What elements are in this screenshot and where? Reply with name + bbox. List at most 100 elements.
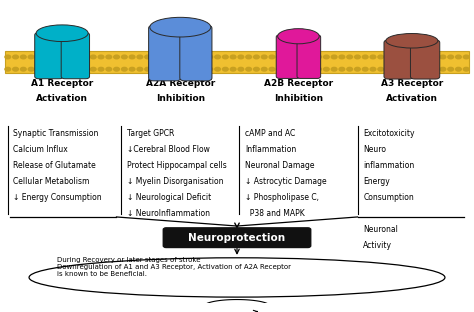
Text: Inflammation: Inflammation: [245, 145, 296, 154]
Circle shape: [355, 67, 360, 71]
Circle shape: [106, 67, 112, 71]
Circle shape: [191, 55, 197, 59]
Circle shape: [98, 55, 104, 59]
Circle shape: [331, 55, 337, 59]
Text: During Recovery or later stages of stroke
Downregulation of A1 and A3 Receptor, : During Recovery or later stages of strok…: [57, 257, 292, 277]
Circle shape: [153, 55, 158, 59]
Circle shape: [199, 67, 205, 71]
Circle shape: [137, 67, 143, 71]
Circle shape: [370, 67, 376, 71]
Circle shape: [246, 67, 252, 71]
Circle shape: [448, 67, 454, 71]
Polygon shape: [404, 41, 420, 63]
Text: ↓ Astrocytic Damage: ↓ Astrocytic Damage: [245, 177, 327, 186]
Text: Neuronal Damage: Neuronal Damage: [245, 161, 315, 170]
Circle shape: [183, 55, 189, 59]
Circle shape: [75, 67, 81, 71]
Circle shape: [59, 55, 65, 59]
Circle shape: [246, 55, 252, 59]
Text: Release of Glutamate: Release of Glutamate: [13, 161, 96, 170]
Circle shape: [378, 55, 383, 59]
Circle shape: [222, 55, 228, 59]
Circle shape: [386, 55, 392, 59]
Ellipse shape: [278, 29, 319, 44]
Circle shape: [254, 67, 259, 71]
FancyBboxPatch shape: [276, 35, 300, 78]
Circle shape: [168, 67, 174, 71]
Circle shape: [316, 67, 321, 71]
Text: Activation: Activation: [36, 95, 88, 104]
Circle shape: [425, 67, 430, 71]
Circle shape: [362, 67, 368, 71]
Circle shape: [160, 67, 166, 71]
Text: Activity: Activity: [363, 241, 392, 251]
FancyBboxPatch shape: [180, 25, 212, 81]
Circle shape: [238, 67, 244, 71]
Circle shape: [238, 55, 244, 59]
Circle shape: [261, 55, 267, 59]
Circle shape: [393, 67, 399, 71]
Circle shape: [28, 67, 34, 71]
Circle shape: [176, 67, 182, 71]
Circle shape: [417, 55, 422, 59]
Circle shape: [13, 67, 18, 71]
Circle shape: [456, 67, 461, 71]
Text: Protect Hippocampal cells: Protect Hippocampal cells: [127, 161, 227, 170]
Text: Neuroprotection: Neuroprotection: [189, 233, 285, 243]
Circle shape: [82, 67, 88, 71]
Circle shape: [129, 67, 135, 71]
Circle shape: [5, 55, 10, 59]
Circle shape: [448, 55, 454, 59]
Circle shape: [339, 55, 345, 59]
Circle shape: [292, 67, 298, 71]
Circle shape: [409, 67, 415, 71]
Circle shape: [75, 55, 81, 59]
Circle shape: [347, 67, 353, 71]
Circle shape: [168, 55, 174, 59]
Circle shape: [13, 55, 18, 59]
Polygon shape: [168, 27, 192, 59]
Circle shape: [207, 55, 213, 59]
Circle shape: [5, 67, 10, 71]
Circle shape: [347, 55, 353, 59]
Text: inflammation: inflammation: [363, 161, 414, 170]
Ellipse shape: [150, 17, 211, 37]
Text: P38 and MAPK: P38 and MAPK: [245, 209, 305, 218]
Text: cAMP and AC: cAMP and AC: [245, 129, 295, 138]
Text: ↓ NeuroInflammation: ↓ NeuroInflammation: [127, 209, 210, 218]
Circle shape: [401, 55, 407, 59]
Circle shape: [417, 67, 422, 71]
Circle shape: [308, 55, 314, 59]
Circle shape: [183, 67, 189, 71]
Text: Excitotoxicity: Excitotoxicity: [363, 129, 415, 138]
FancyBboxPatch shape: [384, 40, 413, 79]
Circle shape: [362, 55, 368, 59]
FancyBboxPatch shape: [163, 228, 311, 247]
Circle shape: [215, 55, 220, 59]
Circle shape: [316, 55, 321, 59]
Circle shape: [456, 55, 461, 59]
Circle shape: [91, 67, 96, 71]
Circle shape: [300, 67, 306, 71]
Circle shape: [440, 55, 446, 59]
Circle shape: [378, 67, 383, 71]
Circle shape: [432, 55, 438, 59]
Circle shape: [440, 67, 446, 71]
Circle shape: [254, 55, 259, 59]
Text: A2A Receptor: A2A Receptor: [146, 79, 215, 88]
Circle shape: [121, 55, 127, 59]
Circle shape: [145, 55, 150, 59]
Circle shape: [393, 55, 399, 59]
Circle shape: [44, 55, 49, 59]
Ellipse shape: [29, 258, 445, 297]
Circle shape: [464, 55, 469, 59]
Circle shape: [230, 55, 236, 59]
Circle shape: [129, 55, 135, 59]
Circle shape: [355, 55, 360, 59]
Circle shape: [153, 67, 158, 71]
Circle shape: [52, 67, 57, 71]
Circle shape: [160, 55, 166, 59]
Circle shape: [20, 55, 26, 59]
Circle shape: [28, 55, 34, 59]
Circle shape: [370, 55, 376, 59]
